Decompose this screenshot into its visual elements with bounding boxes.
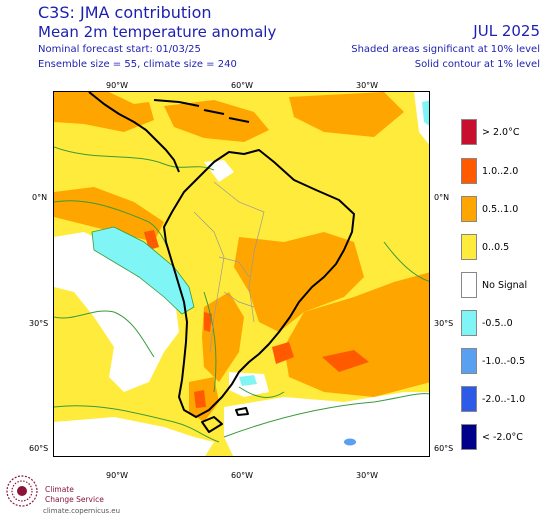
legend-swatch xyxy=(461,424,477,450)
no-signal-region-south-pacific xyxy=(54,417,214,456)
significance-contour-andes xyxy=(203,291,217,393)
country-borders xyxy=(193,181,265,353)
legend-item-0.5-1: 0.5..1.0 xyxy=(461,196,541,224)
contour-significance-note: Solid contour at 1% level xyxy=(414,59,540,70)
legend-label: > 2.0°C xyxy=(482,127,520,138)
copernicus-logo: Climate Change Service climate.copernicu… xyxy=(5,472,185,516)
significance-contour-central xyxy=(54,310,155,358)
significance-contour-atlantic xyxy=(383,241,429,282)
significance-contour-south-atlantic xyxy=(223,393,429,438)
legend-swatch xyxy=(461,196,477,222)
valid-month-label: JUL 2025 xyxy=(473,22,540,40)
anomaly-region-red-andes xyxy=(204,312,212,332)
legend-swatch xyxy=(461,272,477,298)
legend-item-0-0.5: 0..0.5 xyxy=(461,234,541,262)
significance-contour-patagonia xyxy=(238,386,285,398)
border-bolivia xyxy=(218,256,250,278)
coastlines xyxy=(88,92,355,433)
legend-item-no-signal: No Signal xyxy=(461,272,541,300)
border-brazil-west xyxy=(213,181,265,323)
coastline-central-america xyxy=(88,92,180,173)
significance-contour-south-pacific xyxy=(54,405,220,443)
forecast-start-label: Nominal forecast start: 01/03/25 xyxy=(38,44,201,55)
lon-tick-top-30w: 30°W xyxy=(356,81,379,90)
negative-anomaly-region-south-atlantic xyxy=(344,438,356,446)
anomaly-region-orange-north-pacific xyxy=(54,92,154,132)
logo-line1: Climate xyxy=(45,485,74,494)
coastline-south-america xyxy=(163,149,355,418)
legend-item-neg-0.5-0: -0.5..0 xyxy=(461,310,541,338)
lon-tick-bottom-90w: 90°W xyxy=(106,471,129,480)
lat-tick-right-30s: 30°S xyxy=(434,319,454,328)
anomaly-region-orange-atlantic-north xyxy=(289,92,404,137)
anomaly-map-canvas xyxy=(54,92,429,456)
legend-label: No Signal xyxy=(482,280,528,291)
anomaly-region-orange-pacific-band xyxy=(54,187,164,242)
legend-label: 1.0..2.0 xyxy=(482,166,519,177)
negative-anomaly-region-peru-coast xyxy=(91,226,195,315)
lat-tick-left-30s: 30°S xyxy=(29,319,49,328)
logo-line2: Change Service xyxy=(45,495,104,504)
anomaly-region-orange-south-atlantic xyxy=(284,272,429,397)
legend-swatch xyxy=(461,158,477,184)
coastline-tierra-del-fuego xyxy=(201,416,223,433)
lon-tick-top-90w: 90°W xyxy=(106,81,129,90)
legend-item-neg-2-1: -2.0..-1.0 xyxy=(461,386,541,414)
shading-significance-note: Shaded areas significant at 10% level xyxy=(351,44,540,55)
lat-tick-left-60s: 60°S xyxy=(29,444,49,453)
chart-title: C3S: JMA contribution xyxy=(38,3,212,22)
legend-swatch xyxy=(461,348,477,374)
legend-swatch xyxy=(461,119,477,145)
legend-item-neg-1-0.5: -1.0..-0.5 xyxy=(461,348,541,376)
legend-swatch xyxy=(461,310,477,336)
significance-contours xyxy=(54,146,429,443)
border-argentina xyxy=(223,291,255,308)
anomaly-region-red-atlantic-2 xyxy=(322,350,369,372)
coastline-falklands xyxy=(235,407,249,416)
legend-label: < -2.0°C xyxy=(482,432,523,443)
anomaly-map xyxy=(53,91,430,457)
legend-item-lt-neg-2: < -2.0°C xyxy=(461,424,541,452)
legend-label: -2.0..-1.0 xyxy=(482,394,526,405)
legend-item-1-2: 1.0..2.0 xyxy=(461,158,541,186)
legend-label: 0..0.5 xyxy=(482,242,510,253)
ensemble-size-label: Ensemble size = 55, climate size = 240 xyxy=(38,59,237,70)
chart-subtitle: Mean 2m temperature anomaly xyxy=(38,23,277,41)
lon-tick-bottom-30w: 30°W xyxy=(356,471,379,480)
legend-swatch xyxy=(461,386,477,412)
legend-swatch xyxy=(461,234,477,260)
logo-url: climate.copernicus.eu xyxy=(43,507,121,515)
anomaly-region-orange-argentina xyxy=(202,292,244,382)
anomaly-region-red-atlantic xyxy=(272,342,294,364)
lon-tick-bottom-60w: 60°W xyxy=(231,471,254,480)
lat-tick-right-0n: 0°N xyxy=(434,193,450,202)
negative-anomaly-region-east-1 xyxy=(239,375,257,386)
copernicus-emblem-icon xyxy=(6,475,38,507)
legend-label: -0.5..0 xyxy=(482,318,513,329)
lat-tick-left-0n: 0°N xyxy=(32,193,48,202)
anomaly-region-red-patagonia xyxy=(194,390,206,408)
anomaly-region-orange-brazil xyxy=(234,232,364,332)
no-signal-region-south-atlantic xyxy=(224,392,429,456)
significance-contour-north xyxy=(54,146,215,171)
legend-item-gt-2: > 2.0°C xyxy=(461,119,541,147)
negative-anomaly-region-northeast xyxy=(422,100,429,126)
legend-label: 0.5..1.0 xyxy=(482,204,519,215)
coastline-caribbean-islands xyxy=(153,99,250,123)
border-andes xyxy=(193,211,225,353)
anomaly-region-orange-caribbean xyxy=(164,100,269,142)
legend-label: -1.0..-0.5 xyxy=(482,356,526,367)
lat-tick-right-60s: 60°S xyxy=(434,444,454,453)
lon-tick-top-60w: 60°W xyxy=(231,81,254,90)
